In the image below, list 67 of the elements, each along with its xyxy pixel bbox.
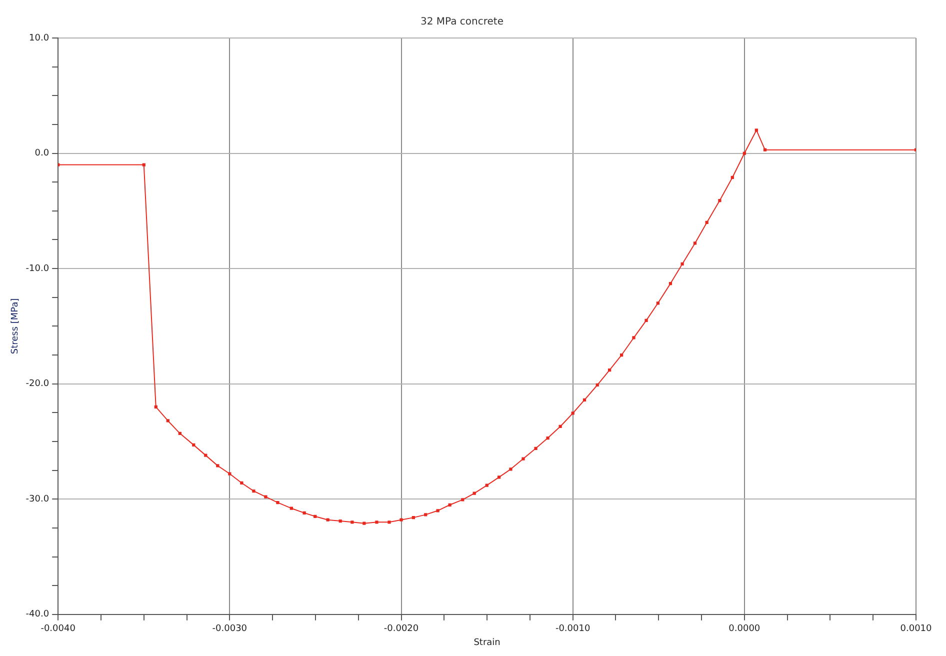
point [558,424,562,428]
point [472,492,476,495]
y-tick-label: 0.0 [34,148,50,159]
y-tick-label: 10.0 [29,33,50,44]
point [375,520,378,524]
point [693,242,697,245]
point [571,412,574,415]
point [424,513,428,516]
point [178,432,182,435]
x-tick-label: 0.0000 [728,624,760,634]
point [509,468,512,471]
point [240,481,244,485]
point [461,498,464,502]
point [596,383,599,387]
point [534,446,538,450]
x-tick-label: -0.0010 [555,624,590,634]
point [644,318,648,322]
chart-title: 32 MPa concrete [420,16,504,28]
point [522,457,525,460]
point [668,282,672,286]
point [362,522,366,525]
point [228,472,232,476]
y-tick-label: -40.0 [26,610,50,620]
point [326,518,330,522]
y-axis-title: Stress [MPa] [10,298,21,354]
point [582,398,586,402]
point [290,506,293,510]
point [302,511,306,515]
y-tick-label: -30.0 [26,494,50,504]
point [154,405,158,408]
point [338,519,342,523]
x-tick-label: -0.0030 [212,624,248,634]
point [350,520,354,524]
x-axis-title: Strain [474,638,500,648]
point [142,163,146,166]
point [754,128,758,132]
point [485,484,488,487]
point [608,368,612,372]
point [252,489,256,493]
point [546,436,550,440]
point [216,464,220,468]
point [276,501,280,504]
y-tick-label: -20.0 [26,379,50,390]
point [730,176,734,180]
point [763,148,767,152]
point [436,509,440,512]
point [388,520,391,524]
x-tick-label: -0.0020 [384,624,419,634]
point [264,495,268,498]
point [632,336,636,340]
point [204,454,208,457]
point [680,262,684,266]
point [166,419,170,422]
y-tick-label: -10.0 [26,264,50,274]
point [620,353,624,357]
point [314,514,317,518]
point [742,152,746,155]
point [718,198,722,202]
point [656,302,660,305]
point [412,516,415,520]
point [192,443,196,446]
point [400,518,403,522]
point [705,220,708,224]
x-tick-label: -0.0040 [40,624,76,634]
x-tick-label: 0.0010 [900,624,932,634]
point [448,503,452,506]
point [497,476,501,479]
